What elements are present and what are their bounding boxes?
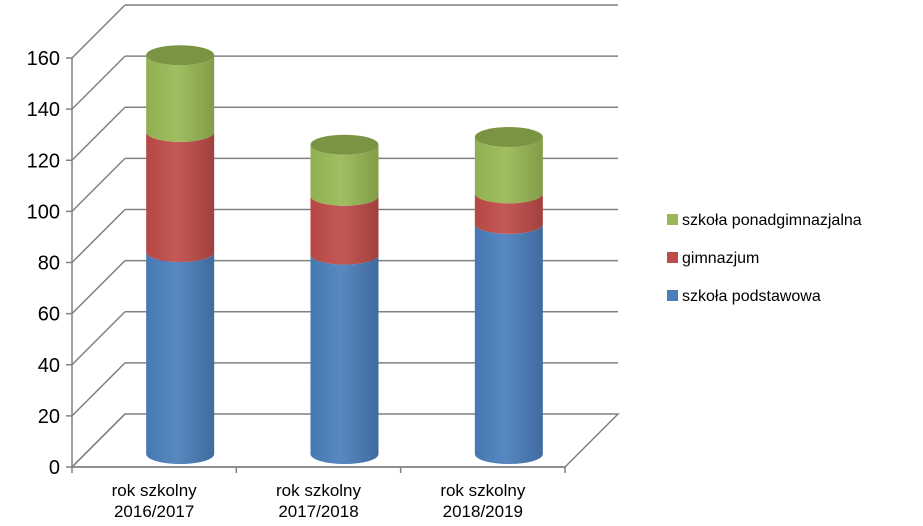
gridline-side	[71, 311, 126, 366]
y-tick-label: 80	[38, 253, 60, 275]
bar-segment	[474, 223, 543, 464]
y-tick-label: 160	[27, 48, 60, 70]
bar-top	[146, 45, 215, 66]
bar-segment	[474, 137, 543, 204]
y-tick-label: 20	[38, 406, 60, 428]
bar-segment	[310, 144, 379, 206]
bars	[146, 45, 543, 464]
y-tick-label: 140	[27, 99, 60, 121]
gridline-side	[71, 208, 126, 264]
gridline-side	[71, 106, 126, 161]
bar-segment	[146, 252, 215, 464]
x-tick-label: rok szkolny 2016/2017	[112, 481, 198, 521]
y-tick-labels: 0 20 40 60 80 100 120 140 160	[27, 48, 60, 479]
bar-stack	[146, 45, 215, 464]
gridline-side	[71, 4, 126, 59]
bar-stack	[310, 134, 379, 464]
bar-segment	[310, 195, 379, 265]
x-tick-label: rok szkolny 2018/2019	[440, 481, 526, 521]
legend-swatch	[667, 214, 678, 225]
x-tick-labels: rok szkolny 2016/2017 rok szkolny 2017/2018…	[112, 481, 526, 521]
gridline-side	[71, 157, 126, 212]
legend-swatch	[667, 252, 678, 263]
bar-segment	[310, 254, 379, 464]
bar-segment	[146, 131, 215, 263]
x-tick-label: rok szkolny 2017/2018	[276, 481, 362, 521]
y-tick-label: 60	[38, 304, 60, 326]
gridline-side	[71, 55, 126, 110]
y-tick-label: 0	[49, 457, 60, 479]
y-tick-label: 120	[27, 150, 60, 172]
bar-top	[310, 134, 379, 155]
y-tick-label: 100	[27, 201, 60, 223]
gridline-side	[71, 260, 126, 315]
legend-label: szkoła podstawowa	[682, 288, 821, 305]
gridline-side	[71, 413, 126, 468]
legend-swatch	[667, 290, 678, 301]
axes	[66, 57, 566, 473]
gridline-side	[71, 362, 126, 417]
y-tick-label: 40	[38, 355, 60, 377]
legend: szkoła ponadgimnazjalna gimnazjum szkoła p…	[667, 212, 862, 305]
bar-segment	[146, 55, 215, 142]
legend-label: szkoła ponadgimnazjalna	[682, 212, 862, 229]
legend-label: gimnazjum	[682, 250, 759, 267]
bar-stack	[474, 127, 543, 464]
bar-segment	[474, 193, 543, 234]
bar-top	[474, 127, 543, 148]
